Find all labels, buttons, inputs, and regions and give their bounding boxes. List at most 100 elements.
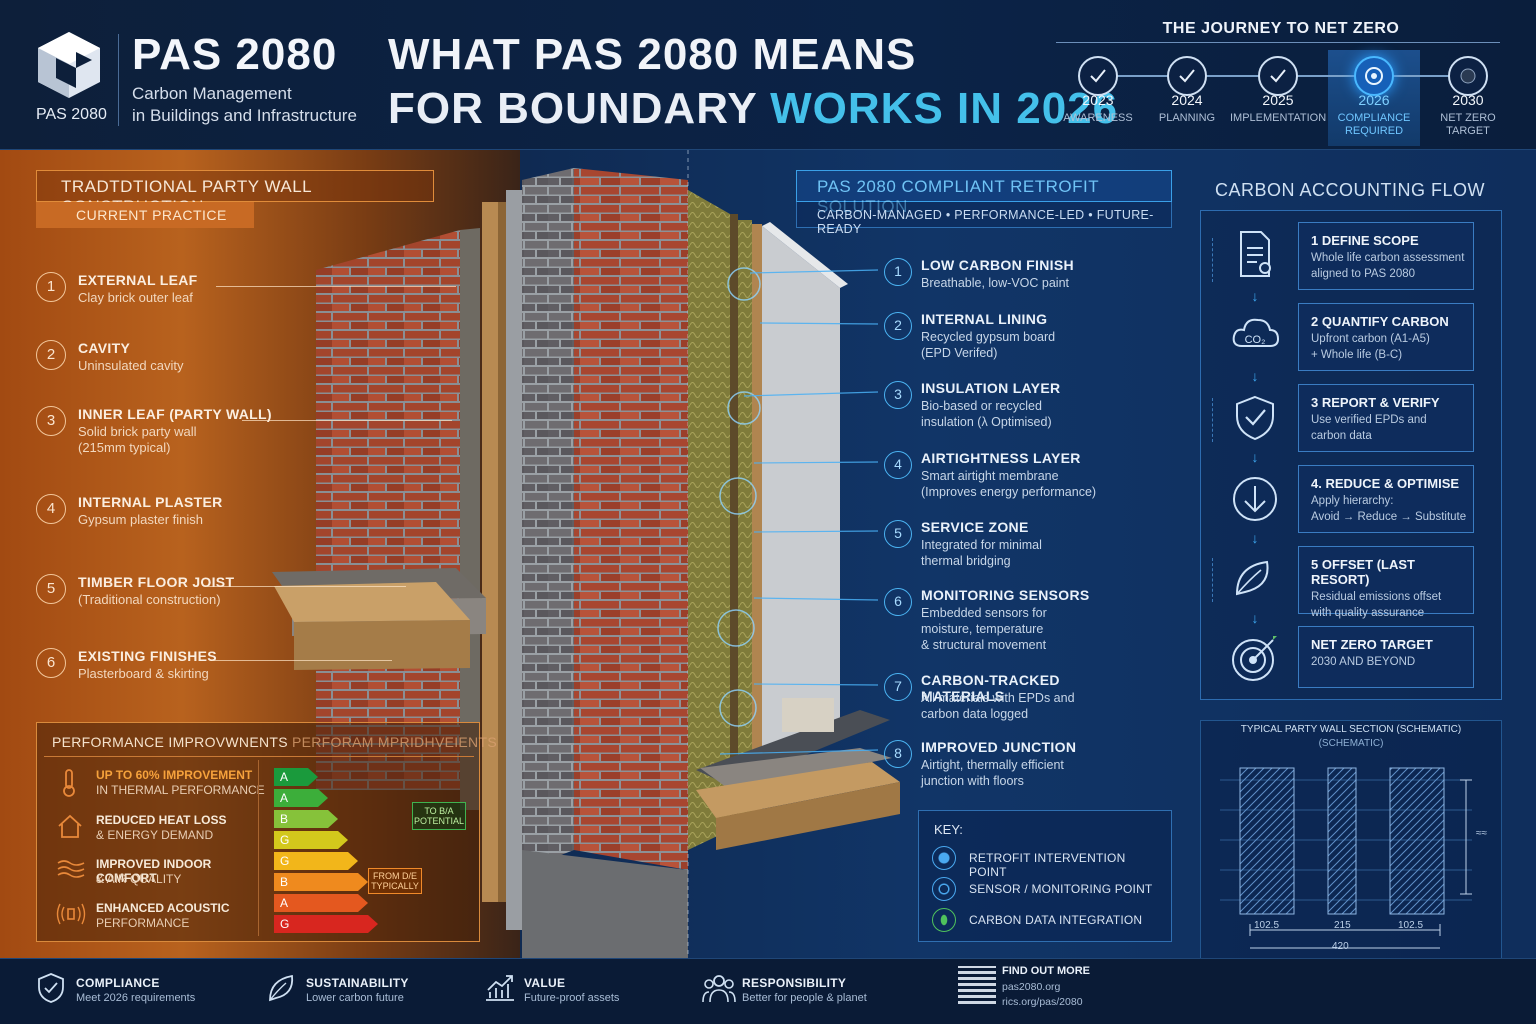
performance-divider [44,756,474,757]
performance-title-echo: PERFORAM MPRIDHVEIENTS [292,734,497,750]
headline-line1: WHAT PAS 2080 MEANS [388,30,917,79]
desc-line2: (215mm typical) [78,440,171,455]
brand-title: PAS 2080 [132,30,338,79]
intervention-point-icon [932,846,956,870]
house-icon [56,813,82,841]
brand-subtitle-line1: Carbon Management [132,84,292,103]
item-description: Uninsulated cavity [78,358,184,373]
journey-step-2030: 2030 NET ZERO TARGET [1420,56,1516,138]
brand-divider [118,34,119,126]
performance-text-2: PERFORMANCE [96,916,190,930]
epc-bar: B [274,873,368,891]
thermometer-icon [56,768,82,797]
key-label: CARBON DATA INTEGRATION [969,913,1143,927]
from-line2: TYPICALLY [371,881,419,891]
item-description: Recycled gypsum board (EPD Verifed) [921,329,1121,361]
carbon-leaf-icon [932,908,956,932]
desc-line1: Smart airtight membrane [921,469,1059,483]
journey-step-2024: 2024 PLANNING [1139,56,1235,125]
desc-line1: Bio-based or recycled [921,399,1042,413]
desc-line1: Apply hierarchy: [1311,495,1394,507]
desc-line2: with quality assurance [1311,607,1425,619]
journey-year: 2023 [1082,92,1114,108]
flow-step-5: 5 OFFSET (LAST RESORT) Residual emission… [1298,546,1474,619]
flow-connector [1212,398,1213,442]
performance-text-1: ENHANCED ACOUSTIC [96,901,230,915]
flow-box [1200,210,1502,700]
epc-bar: B [274,810,338,828]
flow-step-desc: Residual emissions offset with quality as… [1311,589,1473,621]
flow-step-title: NET ZERO TARGET [1311,637,1433,652]
desc-line2: + Whole life (B-C) [1311,349,1403,361]
item-heading: INTERNAL PLASTER [78,494,223,510]
item-heading: SERVICE ZONE [921,519,1029,535]
desc-line2: Avoid → Reduce → Substitute [1311,511,1467,523]
item-description: Gypsum plaster finish [78,512,203,527]
leaf-icon [266,972,298,1004]
epc-bar: G [274,831,348,849]
headline-highlight: WORKS IN 2026 [770,84,1119,133]
find-out-more-link-1[interactable]: pas2080.org [1002,981,1061,993]
dimension-total: 420 [1332,941,1349,952]
chart-up-icon [484,972,516,1004]
footer-item-value: VALUE Future-proof assets [484,968,684,1012]
dimension-side: ≈≈ [1476,828,1487,839]
desc-line1: Use verified EPDs and [1311,414,1427,426]
schematic-subtitle: (SCHEMATIC) [1318,738,1384,749]
performance-text-2: & ENERGY DEMAND [96,828,214,842]
footer-item-desc: Meet 2026 requirements [76,992,196,1004]
qr-code-icon[interactable] [958,966,996,1004]
leader-line [206,586,406,587]
epc-target-badge: TO B/A POTENTIAL [412,802,466,830]
item-heading: CAVITY [78,340,131,356]
desc-line2: junction with floors [921,774,1024,788]
item-description: Embedded sensors for moisture, temperatur… [921,605,1121,653]
item-description: Integrated for minimal thermal bridging [921,537,1121,569]
dimension-label: 102.5 [1398,920,1424,931]
pas2080-logo-icon [38,32,100,98]
flow-step-title: 2 QUANTIFY CARBON [1311,314,1449,329]
performance-text-2: & AIR QUALITY [96,872,182,886]
item-number: 4 [36,494,66,524]
desc-line3: & structural movement [921,638,1047,652]
desc-line2: (Improves energy performance) [921,485,1097,499]
sensor-icon [932,877,956,901]
item-number: 5 [36,574,66,604]
item-heading: INNER LEAF (PARTY WALL) [78,406,272,422]
target-icon [1354,56,1394,96]
down-arrow-icon [1228,474,1282,528]
desc-line2: moisture, temperature [921,622,1044,636]
people-icon [702,972,736,1004]
flow-step-6: NET ZERO TARGET 2030 AND BEYOND [1298,626,1474,688]
flow-arrow-icon: ↓ [1251,610,1259,626]
item-description: Airtight, thermally efficient junction wi… [921,757,1121,789]
journey-label-line2: TARGET [1446,125,1490,137]
footer-item-responsibility: RESPONSIBILITY Better for people & plane… [702,968,922,1012]
traditional-title: TRADTDTIONAL PARTY WALL CONSTRUCTION [36,170,434,216]
item-number: 3 [884,381,912,409]
leader-line [212,660,392,661]
desc-line1: Upfront carbon (A1-A5) [1311,333,1430,345]
performance-title: PERFORMANCE IMPROVWNENTS [52,734,288,750]
desc-line1: Residual emissions offset [1311,591,1442,603]
flow-connector [1212,238,1213,282]
wall-section-illustration [272,150,900,958]
item-heading: MONITORING SENSORS [921,587,1090,603]
item-number: 2 [884,312,912,340]
journey-label-line1: NET ZERO [1440,112,1496,124]
schematic-title: TYPICAL PARTY WALL SECTION (SCHEMATIC) [1240,724,1462,735]
desc-line2: (EPD Verifed) [921,346,998,360]
shield-check-icon [36,972,68,1004]
flow-step-title: 5 OFFSET (LAST RESORT) [1311,557,1415,587]
item-heading: AIRTIGHTNESS LAYER [921,450,1081,466]
item-number: 1 [884,258,912,286]
retrofit-subtitle: CARBON-MANAGED • PERFORMANCE-LED • FUTUR… [796,202,1172,236]
flow-step-title: 1 DEFINE SCOPE [1311,233,1419,248]
logo-text: PAS 2080 [36,106,107,123]
flow-arrow-icon: ↓ [1251,368,1259,384]
performance-text-1: UP TO 60% IMPROVEMENT [96,768,253,782]
item-heading: TIMBER FLOOR JOIST [78,574,235,590]
find-out-more-link-2[interactable]: rics.org/pas/2080 [1002,996,1083,1008]
epc-bar: A [274,894,368,912]
item-heading: IMPROVED JUNCTION [921,739,1077,755]
